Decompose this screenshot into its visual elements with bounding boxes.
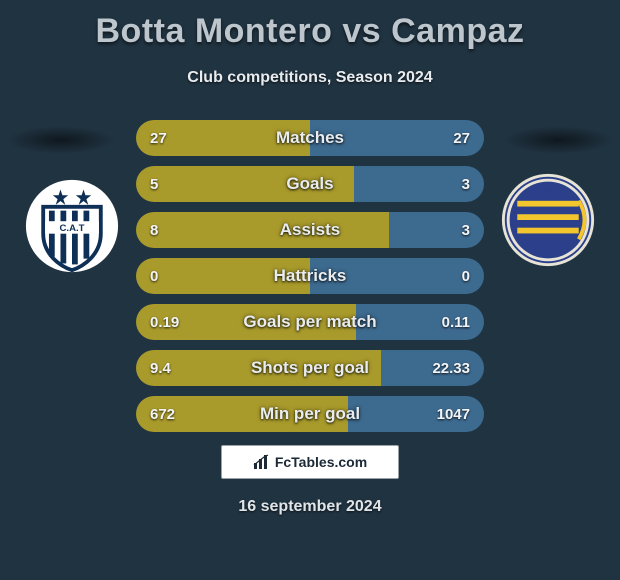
stat-bar-right	[356, 304, 484, 340]
badge-left-initials: C.A.T	[59, 223, 84, 234]
fctables-logo-text: FcTables.com	[275, 454, 367, 470]
stat-bar-left	[136, 166, 354, 202]
stat-bar-right	[348, 396, 484, 432]
stat-bar-left	[136, 212, 389, 248]
comparison-bars: Matches2727 Goals53 Assists83 Hattricks00 Go…	[136, 120, 484, 442]
stat-bar-right	[310, 258, 484, 294]
stat-bar-right	[389, 212, 484, 248]
stat-row: Assists83	[136, 212, 484, 248]
page-title: Botta Montero vs Campaz	[0, 0, 620, 51]
stat-row: Hattricks00	[136, 258, 484, 294]
crest-icon: CARC	[500, 172, 596, 268]
stat-bar-right	[310, 120, 484, 156]
fctables-logo: FcTables.com	[221, 445, 399, 479]
badge-shadow-left	[6, 126, 116, 154]
stat-bar-left	[136, 304, 356, 340]
stat-row: Matches2727	[136, 120, 484, 156]
stat-row: Min per goal6721047	[136, 396, 484, 432]
stat-bar-right	[381, 350, 484, 386]
stat-bar-right	[354, 166, 485, 202]
stat-bar-left	[136, 350, 381, 386]
chart-icon	[253, 454, 271, 470]
stat-row: Shots per goal9.422.33	[136, 350, 484, 386]
stat-bar-left	[136, 258, 310, 294]
badge-shadow-right	[504, 126, 614, 154]
shield-icon: C.A.T	[24, 178, 120, 274]
badge-right-initials: CARC	[537, 186, 560, 195]
stat-row: Goals per match0.190.11	[136, 304, 484, 340]
stat-bar-left	[136, 120, 310, 156]
footer-date: 16 september 2024	[0, 498, 620, 516]
club-badge-right: CARC	[500, 172, 596, 268]
stat-bar-left	[136, 396, 348, 432]
page-subtitle: Club competitions, Season 2024	[0, 69, 620, 87]
stat-row: Goals53	[136, 166, 484, 202]
club-badge-left: C.A.T	[24, 178, 120, 274]
